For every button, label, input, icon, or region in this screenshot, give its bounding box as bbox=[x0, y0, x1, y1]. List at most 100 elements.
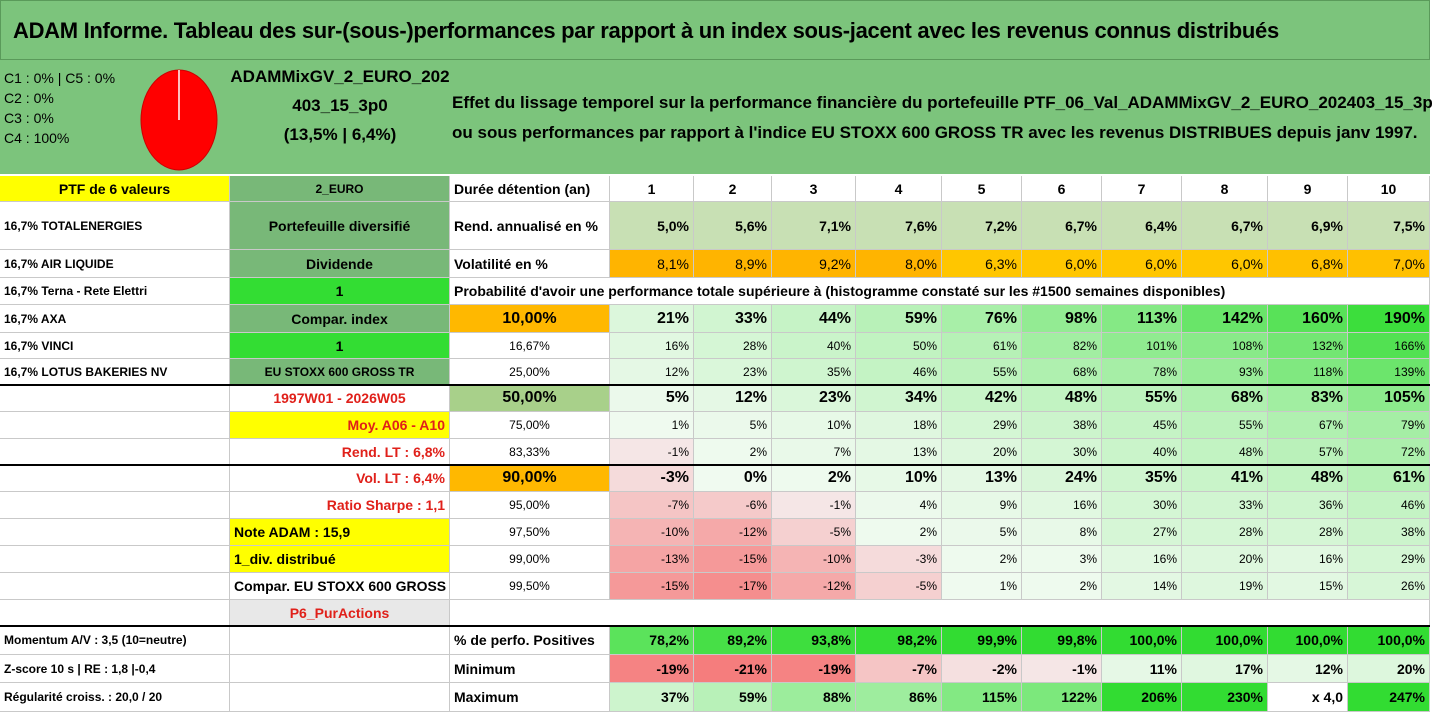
maximum-value[interactable]: 247% bbox=[1348, 683, 1430, 712]
info-cell[interactable]: Portefeuille diversifié bbox=[230, 202, 450, 250]
info-cell[interactable]: 1 bbox=[230, 333, 450, 359]
probability-value[interactable]: 5% bbox=[694, 412, 772, 439]
minimum-value[interactable]: 12% bbox=[1268, 655, 1348, 683]
probability-value[interactable]: 33% bbox=[1182, 492, 1268, 519]
positive-value[interactable]: 89,2% bbox=[694, 626, 772, 655]
info-cell[interactable]: 2_EURO bbox=[230, 176, 450, 202]
probability-value[interactable]: -12% bbox=[694, 519, 772, 546]
probability-value[interactable]: 55% bbox=[942, 359, 1022, 385]
minimum-value[interactable]: -21% bbox=[694, 655, 772, 683]
probability-value[interactable]: 46% bbox=[856, 359, 942, 385]
probability-value[interactable]: 24% bbox=[1022, 465, 1102, 492]
quantile-value[interactable]: 95,00% bbox=[450, 492, 610, 519]
minimum-value[interactable]: -1% bbox=[1022, 655, 1102, 683]
year-header[interactable]: 2 bbox=[694, 176, 772, 202]
probability-value[interactable]: -1% bbox=[772, 492, 856, 519]
positive-value[interactable]: 98,2% bbox=[856, 626, 942, 655]
portfolio-holding[interactable]: 16,7% AXA bbox=[0, 305, 230, 333]
probability-value[interactable]: 23% bbox=[694, 359, 772, 385]
return-value[interactable]: 5,0% bbox=[610, 202, 694, 250]
empty-cell[interactable] bbox=[0, 412, 230, 439]
probability-value[interactable]: 13% bbox=[856, 439, 942, 465]
volatility-value[interactable]: 6,8% bbox=[1268, 250, 1348, 278]
probability-value[interactable]: 35% bbox=[772, 359, 856, 385]
probability-value[interactable]: 19% bbox=[1182, 573, 1268, 600]
quantile-value[interactable]: 99,50% bbox=[450, 573, 610, 600]
probability-value[interactable]: 59% bbox=[856, 305, 942, 333]
portfolio-holding[interactable]: 16,7% VINCI bbox=[0, 333, 230, 359]
empty-cell[interactable] bbox=[0, 600, 230, 626]
minimum-value[interactable]: -19% bbox=[772, 655, 856, 683]
quantile-value[interactable]: 83,33% bbox=[450, 439, 610, 465]
probability-value[interactable]: 40% bbox=[1102, 439, 1182, 465]
probability-value[interactable]: 2% bbox=[772, 465, 856, 492]
return-value[interactable]: 6,7% bbox=[1182, 202, 1268, 250]
volatility-value[interactable]: 8,0% bbox=[856, 250, 942, 278]
probability-value[interactable]: 118% bbox=[1268, 359, 1348, 385]
probability-value[interactable]: 55% bbox=[1182, 412, 1268, 439]
probability-value[interactable]: 16% bbox=[1268, 546, 1348, 573]
probability-value[interactable]: 108% bbox=[1182, 333, 1268, 359]
empty-cell[interactable] bbox=[230, 626, 450, 655]
minimum-value[interactable]: -2% bbox=[942, 655, 1022, 683]
probability-value[interactable]: 98% bbox=[1022, 305, 1102, 333]
probability-value[interactable]: 36% bbox=[1268, 492, 1348, 519]
indicator-label[interactable]: Z-score 10 s | RE : 1,8 |-0,4 bbox=[0, 655, 230, 683]
probability-value[interactable]: 82% bbox=[1022, 333, 1102, 359]
probability-value[interactable]: 20% bbox=[1182, 546, 1268, 573]
probability-value[interactable]: 41% bbox=[1182, 465, 1268, 492]
return-value[interactable]: 5,6% bbox=[694, 202, 772, 250]
quantile-value[interactable]: 10,00% bbox=[450, 305, 610, 333]
minimum-value[interactable]: -19% bbox=[610, 655, 694, 683]
portfolio-holding[interactable]: 16,7% LOTUS BAKERIES NV bbox=[0, 359, 230, 385]
maximum-value[interactable]: 206% bbox=[1102, 683, 1182, 712]
duration-label[interactable]: Durée détention (an) bbox=[450, 176, 610, 202]
probability-value[interactable]: 68% bbox=[1182, 385, 1268, 412]
probability-value[interactable]: 34% bbox=[856, 385, 942, 412]
probability-value[interactable]: 10% bbox=[856, 465, 942, 492]
probability-value[interactable]: 30% bbox=[1022, 439, 1102, 465]
volatility-value[interactable]: 6,0% bbox=[1182, 250, 1268, 278]
probability-value[interactable]: 46% bbox=[1348, 492, 1430, 519]
probability-value[interactable]: -12% bbox=[772, 573, 856, 600]
info-cell[interactable]: P6_PurActions bbox=[230, 600, 450, 626]
probability-value[interactable]: 40% bbox=[772, 333, 856, 359]
year-header[interactable]: 1 bbox=[610, 176, 694, 202]
probability-value[interactable]: -15% bbox=[694, 546, 772, 573]
info-cell[interactable]: Moy. A06 - A10 bbox=[230, 412, 450, 439]
probability-value[interactable]: 14% bbox=[1102, 573, 1182, 600]
probability-value[interactable]: 42% bbox=[942, 385, 1022, 412]
return-value[interactable]: 6,9% bbox=[1268, 202, 1348, 250]
probability-value[interactable]: 38% bbox=[1022, 412, 1102, 439]
probability-value[interactable]: 1% bbox=[610, 412, 694, 439]
positive-value[interactable]: 99,9% bbox=[942, 626, 1022, 655]
empty-cell[interactable] bbox=[0, 492, 230, 519]
maximum-label[interactable]: Maximum bbox=[450, 683, 610, 712]
probability-value[interactable]: 3% bbox=[1022, 546, 1102, 573]
empty-cell[interactable] bbox=[0, 546, 230, 573]
maximum-value[interactable]: 115% bbox=[942, 683, 1022, 712]
quantile-value[interactable]: 16,67% bbox=[450, 333, 610, 359]
probability-value[interactable]: 5% bbox=[610, 385, 694, 412]
probability-value[interactable]: 18% bbox=[856, 412, 942, 439]
probability-value[interactable]: 160% bbox=[1268, 305, 1348, 333]
probability-value[interactable]: 12% bbox=[610, 359, 694, 385]
info-cell[interactable]: 1 bbox=[230, 278, 450, 305]
info-cell[interactable]: 1_div. distribué bbox=[230, 546, 450, 573]
probability-value[interactable]: 5% bbox=[942, 519, 1022, 546]
probability-value[interactable]: 132% bbox=[1268, 333, 1348, 359]
positive-value[interactable]: 100,0% bbox=[1182, 626, 1268, 655]
minimum-label[interactable]: Minimum bbox=[450, 655, 610, 683]
probability-value[interactable]: 55% bbox=[1102, 385, 1182, 412]
volatility-value[interactable]: 6,0% bbox=[1102, 250, 1182, 278]
probability-value[interactable]: 166% bbox=[1348, 333, 1430, 359]
probability-value[interactable]: 48% bbox=[1182, 439, 1268, 465]
probability-value[interactable]: 67% bbox=[1268, 412, 1348, 439]
probability-value[interactable]: 101% bbox=[1102, 333, 1182, 359]
info-cell[interactable]: 1997W01 - 2026W05 bbox=[230, 385, 450, 412]
year-header[interactable]: 6 bbox=[1022, 176, 1102, 202]
probability-value[interactable]: 2% bbox=[942, 546, 1022, 573]
probability-value[interactable]: 48% bbox=[1268, 465, 1348, 492]
probability-value[interactable]: 16% bbox=[1102, 546, 1182, 573]
year-header[interactable]: 5 bbox=[942, 176, 1022, 202]
